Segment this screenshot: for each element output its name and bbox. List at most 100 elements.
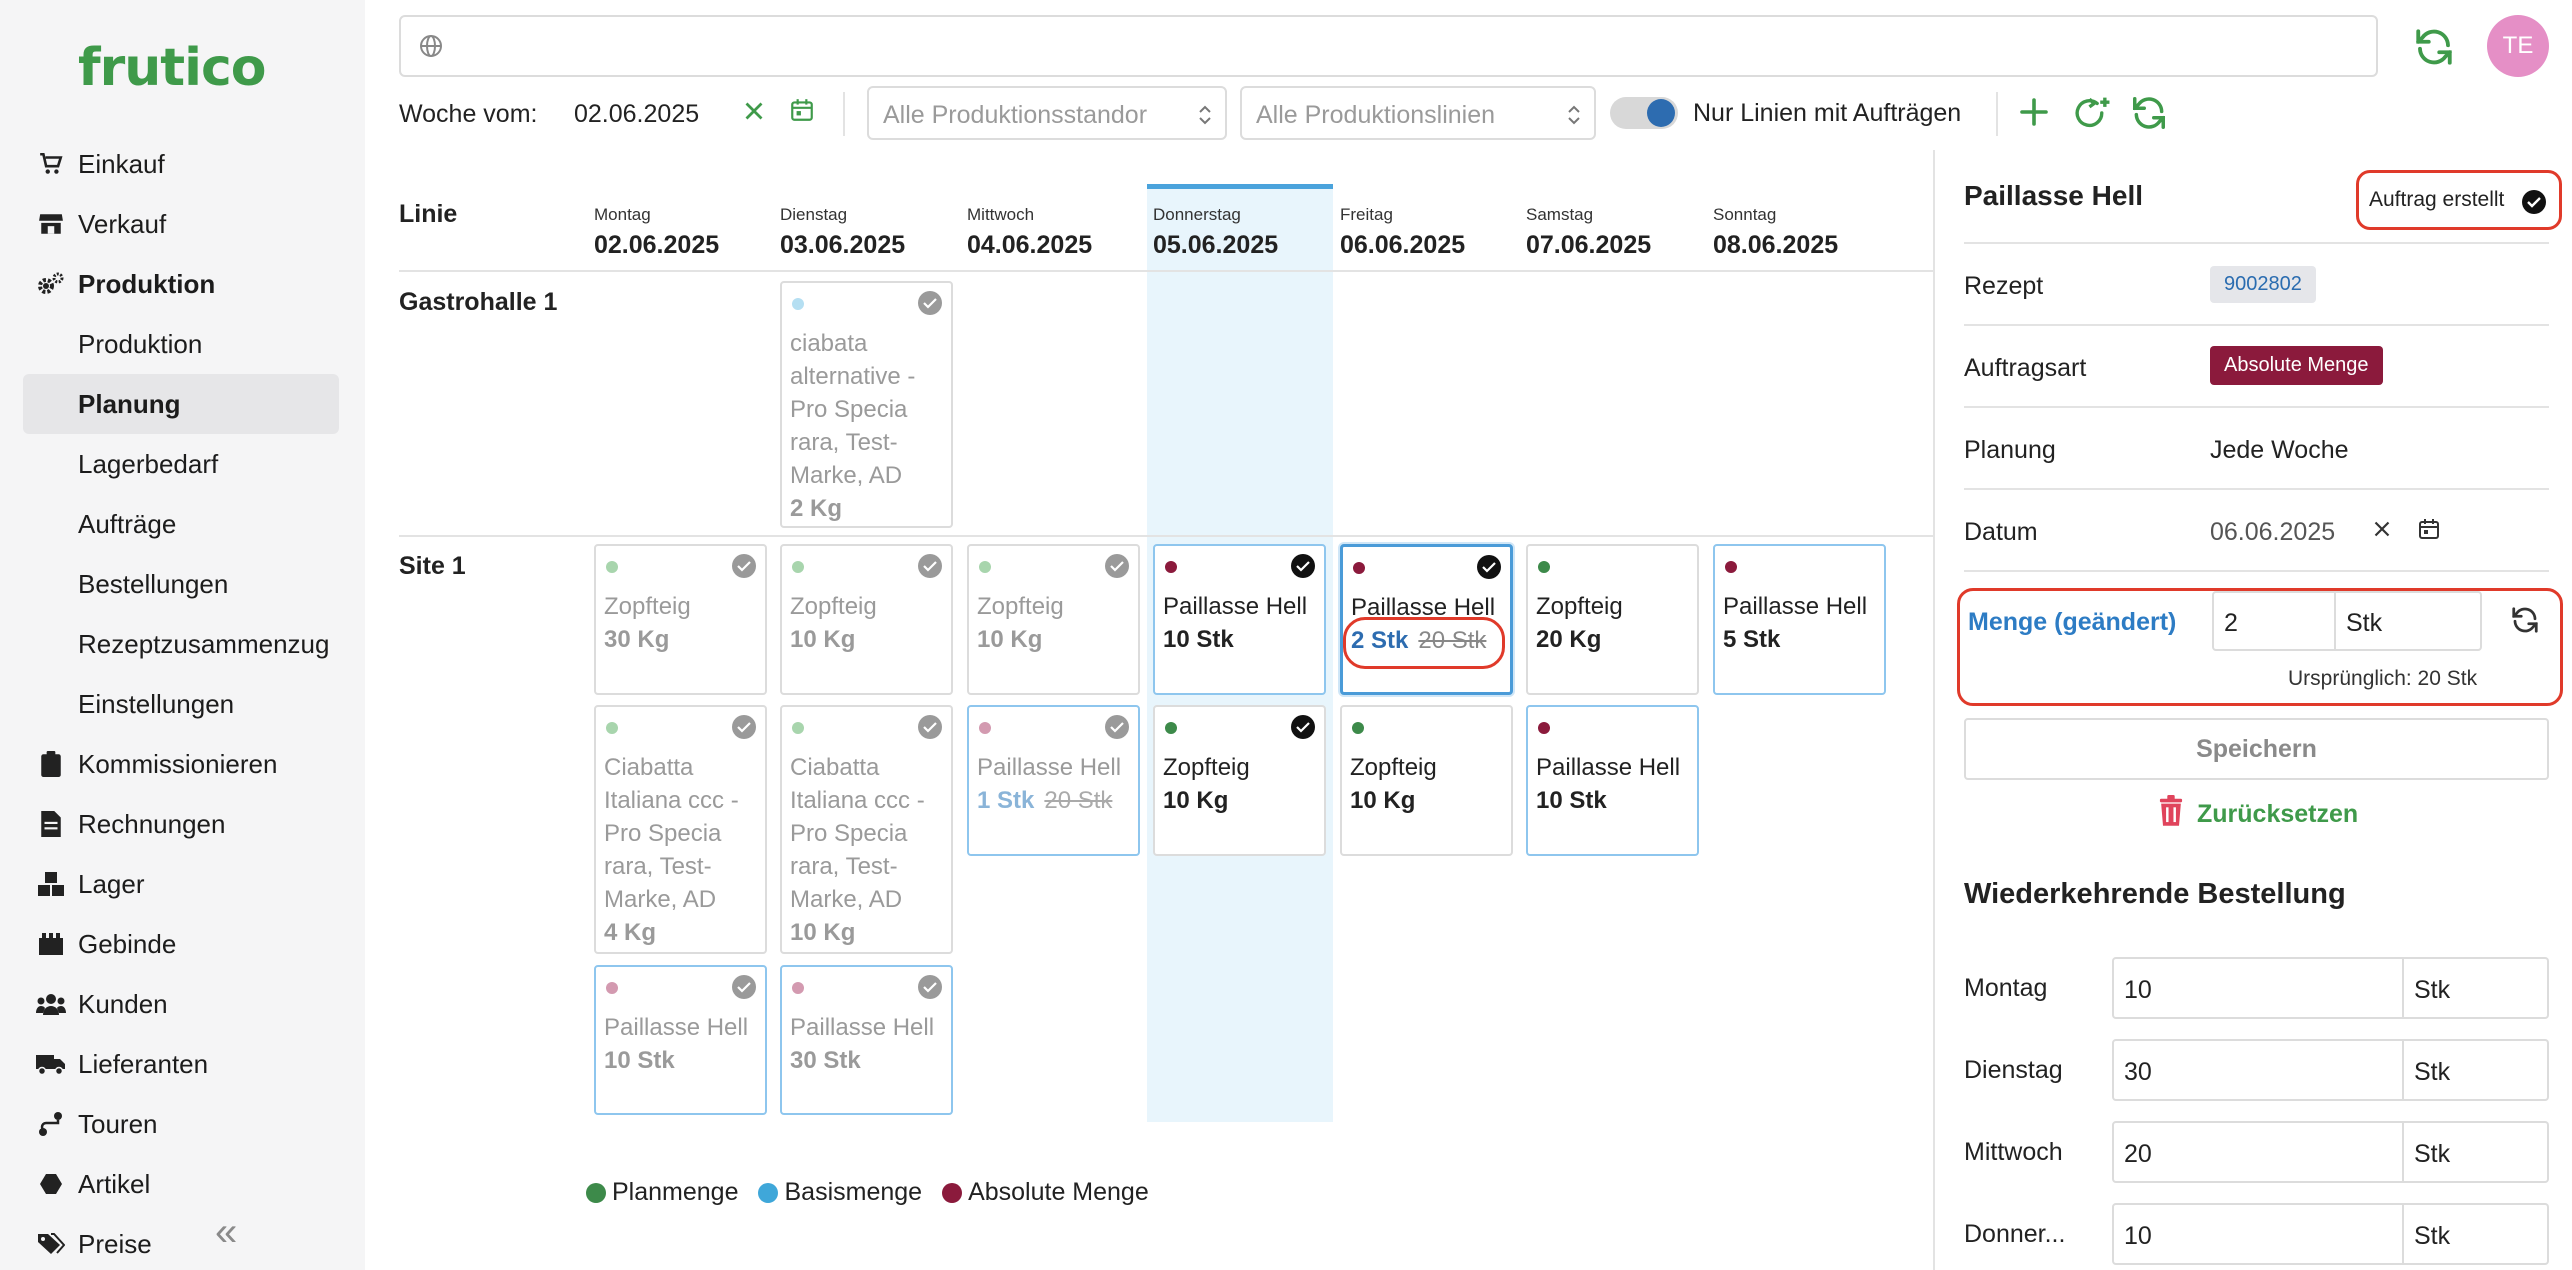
highlight-ring xyxy=(1343,617,1505,669)
sidebar-item-lager[interactable]: Lager xyxy=(0,854,365,914)
sidebar-item-einkauf[interactable]: Einkauf xyxy=(0,134,365,194)
sidebar-item-produktion[interactable]: Produktion xyxy=(0,254,365,314)
recurring-value-input[interactable]: 20 xyxy=(2112,1121,2404,1183)
recurring-unit[interactable]: Stk xyxy=(2402,1039,2549,1101)
sidebar-item-produktion-sub[interactable]: Produktion xyxy=(0,314,365,374)
clear-date-icon[interactable] xyxy=(739,96,769,131)
check-circle-icon xyxy=(918,291,942,315)
sidebar-item-label: Verkauf xyxy=(78,208,167,239)
order-card[interactable]: Paillasse Hell 10 Stk xyxy=(1153,544,1326,695)
sidebar-item-artikel[interactable]: Artikel xyxy=(0,1154,365,1214)
order-card[interactable]: Paillasse Hell 10 Stk xyxy=(594,965,767,1115)
order-status-badge[interactable]: Auftrag erstellt xyxy=(2356,170,2562,230)
card-quantity: 2 Kg xyxy=(790,495,843,522)
sidebar-item-label: Rezeptzusammenzug xyxy=(78,628,330,659)
add-recurring-icon[interactable] xyxy=(2071,94,2111,137)
calendar-icon[interactable] xyxy=(2417,516,2441,547)
order-card[interactable]: Zopfteig 10 Kg xyxy=(780,544,953,695)
add-icon[interactable] xyxy=(2016,94,2052,135)
sidebar-item-label: Gebinde xyxy=(78,928,177,959)
auftragsart-badge: Absolute Menge xyxy=(2210,346,2383,385)
sidebar-item-einstellungen[interactable]: Einstellungen xyxy=(0,674,365,734)
standort-select[interactable]: Alle Produktionsstandor xyxy=(867,86,1227,140)
sidebar-collapse-button[interactable]: « xyxy=(215,1210,238,1254)
user-avatar[interactable]: TE xyxy=(2487,15,2549,77)
order-card[interactable]: Paillasse Hell 10 Stk xyxy=(1526,705,1699,856)
legend: Planmenge Basismenge Absolute Menge xyxy=(586,1178,1149,1207)
legend-label: Planmenge xyxy=(612,1178,739,1206)
recurring-unit[interactable]: Stk xyxy=(2402,1203,2549,1265)
refresh-icon[interactable] xyxy=(2413,26,2455,73)
day-header: Donnerstag 05.06.2025 xyxy=(1153,205,1278,260)
order-card[interactable]: Paillasse Hell 5 Stk xyxy=(1713,544,1886,695)
sidebar-item-label: Produktion xyxy=(78,328,203,359)
sidebar-item-touren[interactable]: Touren xyxy=(0,1094,365,1154)
line-group-label: Site 1 xyxy=(399,552,466,580)
check-circle-icon xyxy=(918,975,942,999)
order-card[interactable]: Ciabatta Italiana ccc - Pro Specia rara,… xyxy=(594,705,767,954)
sidebar-item-preise[interactable]: Preise xyxy=(0,1214,365,1270)
card-name: Ciabatta Italiana ccc - Pro Specia rara,… xyxy=(604,754,739,913)
sidebar-item-kommissionieren[interactable]: Kommissionieren xyxy=(0,734,365,794)
order-card[interactable]: Zopfteig 10 Kg xyxy=(1340,705,1513,856)
sidebar-item-kunden[interactable]: Kunden xyxy=(0,974,365,1034)
app-logo[interactable]: frutico xyxy=(78,38,267,98)
linien-select[interactable]: Alle Produktionslinien xyxy=(1240,86,1596,140)
sidebar-item-lieferanten[interactable]: Lieferanten xyxy=(0,1034,365,1094)
datum-row: Datum 06.06.2025 xyxy=(1964,490,2549,572)
card-quantity: 30 Kg xyxy=(604,626,670,653)
check-circle-icon xyxy=(918,554,942,578)
sidebar-item-rechnungen[interactable]: Rechnungen xyxy=(0,794,365,854)
order-card[interactable]: Paillasse Hell 30 Stk xyxy=(780,965,953,1115)
card-name: Paillasse Hell xyxy=(1723,593,1868,620)
menge-input[interactable]: 2 xyxy=(2212,591,2336,651)
recurring-unit[interactable]: Stk xyxy=(2402,957,2549,1019)
planung-row: Planung Jede Woche xyxy=(1964,408,2549,490)
menge-original: Ursprünglich: 20 Stk xyxy=(2288,667,2478,690)
check-circle-icon xyxy=(732,975,756,999)
sidebar-item-rezeptzusammenzug[interactable]: Rezeptzusammenzug xyxy=(0,614,365,674)
absolute-dot xyxy=(1538,722,1550,734)
order-card[interactable]: Zopfteig 20 Kg xyxy=(1526,544,1699,695)
recurring-value-input[interactable]: 30 xyxy=(2112,1039,2404,1101)
calendar-icon[interactable] xyxy=(789,96,815,129)
planung-value: Jede Woche xyxy=(2210,436,2349,464)
global-search-input[interactable] xyxy=(399,15,2378,77)
sidebar-item-planung[interactable]: Planung xyxy=(23,374,339,434)
card-quantity-row: 1 Stk 20 Stk xyxy=(977,784,1130,817)
order-card[interactable]: Zopfteig 10 Kg xyxy=(1153,705,1326,856)
sync-icon[interactable] xyxy=(2129,94,2169,137)
sidebar-item-verkauf[interactable]: Verkauf xyxy=(0,194,365,254)
sidebar-item-lagerbedarf[interactable]: Lagerbedarf xyxy=(0,434,365,494)
order-card[interactable]: ciabata alternative - Pro Specia rara, T… xyxy=(780,281,953,528)
sidebar-item-bestellungen[interactable]: Bestellungen xyxy=(0,554,365,614)
recurring-value-input[interactable]: 10 xyxy=(2112,1203,2404,1265)
rezept-link[interactable]: 9002802 xyxy=(2210,266,2316,303)
sidebar-item-label: Preise xyxy=(78,1228,152,1259)
recurring-value-input[interactable]: 10 xyxy=(2112,957,2404,1019)
recurring-unit[interactable]: Stk xyxy=(2402,1121,2549,1183)
sidebar-item-auftraege[interactable]: Aufträge xyxy=(0,494,365,554)
reset-quantity-icon[interactable] xyxy=(2510,605,2540,640)
standort-select-placeholder: Alle Produktionsstandor xyxy=(883,101,1148,129)
sidebar-item-label: Lieferanten xyxy=(78,1048,209,1079)
order-card[interactable]: Ciabatta Italiana ccc - Pro Specia rara,… xyxy=(780,705,953,954)
rezept-row: Rezept 9002802 xyxy=(1964,244,2549,326)
menge-unit[interactable]: Stk xyxy=(2334,591,2482,651)
sidebar-item-gebinde[interactable]: Gebinde xyxy=(0,914,365,974)
day-date: 08.06.2025 xyxy=(1713,231,1839,259)
order-card[interactable]: Paillasse Hell 1 Stk 20 Stk xyxy=(967,705,1140,856)
plan-dot xyxy=(979,561,991,573)
clear-date-icon[interactable] xyxy=(2369,516,2395,547)
save-button[interactable]: Speichern xyxy=(1964,718,2549,780)
week-date-input[interactable]: 02.06.2025 xyxy=(574,100,700,128)
card-name: Paillasse Hell xyxy=(1536,754,1681,781)
card-original-quantity: 20 Stk xyxy=(1044,787,1113,814)
only-lines-with-orders-toggle[interactable] xyxy=(1610,97,1678,129)
reset-button[interactable]: Zurücksetzen xyxy=(2157,795,2358,834)
order-card[interactable]: Zopfteig 30 Kg xyxy=(594,544,767,695)
card-name: Paillasse Hell xyxy=(1351,594,1496,621)
order-card[interactable]: Zopfteig 10 Kg xyxy=(967,544,1140,695)
datum-input[interactable]: 06.06.2025 xyxy=(2210,518,2336,546)
check-circle-icon xyxy=(1477,555,1501,579)
